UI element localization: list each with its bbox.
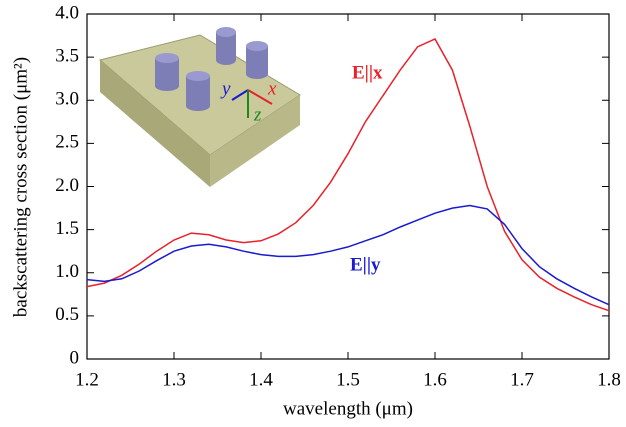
inset-axis-label: y (220, 78, 231, 99)
y-tick-label: 2.5 (55, 132, 79, 153)
legend-entry: E||x (352, 62, 383, 83)
x-tick-label: 1.3 (162, 369, 186, 390)
y-tick-label: 3.0 (55, 89, 79, 110)
y-tick-label: 4.0 (55, 2, 79, 23)
y-tick-label: 0 (70, 347, 80, 368)
y-tick-label: 1.5 (55, 218, 79, 239)
legend-entry: E||y (350, 254, 381, 275)
slab-left (100, 60, 210, 187)
x-tick-label: 1.8 (597, 369, 621, 390)
x-tick-label: 1.7 (510, 369, 534, 390)
y-tick-label: 2.0 (55, 175, 79, 196)
axis-arrow-x (247, 89, 273, 105)
slab-right (210, 95, 300, 187)
cylinders (155, 27, 268, 111)
x-axis-label: wavelength (μm) (283, 398, 413, 419)
line-series (86, 38, 610, 312)
y-axis-label: backscattering cross section (μm²) (10, 57, 31, 317)
inset-illustration: x y z (98, 27, 301, 187)
x-tick-label: 1.5 (336, 369, 360, 390)
axis-arrow-y (231, 89, 249, 101)
y-tick-label: 0.5 (55, 304, 79, 325)
x-tick-label: 1.2 (75, 369, 99, 390)
x-tick-label: 1.6 (423, 369, 447, 390)
inset-axis-label: z (253, 104, 262, 125)
y-tick-label: 3.5 (55, 45, 79, 66)
inset-axis-label: x (267, 78, 277, 99)
y-tick-label: 1.0 (55, 261, 79, 282)
line-series (86, 204, 610, 306)
x-tick-label: 1.4 (249, 369, 273, 390)
